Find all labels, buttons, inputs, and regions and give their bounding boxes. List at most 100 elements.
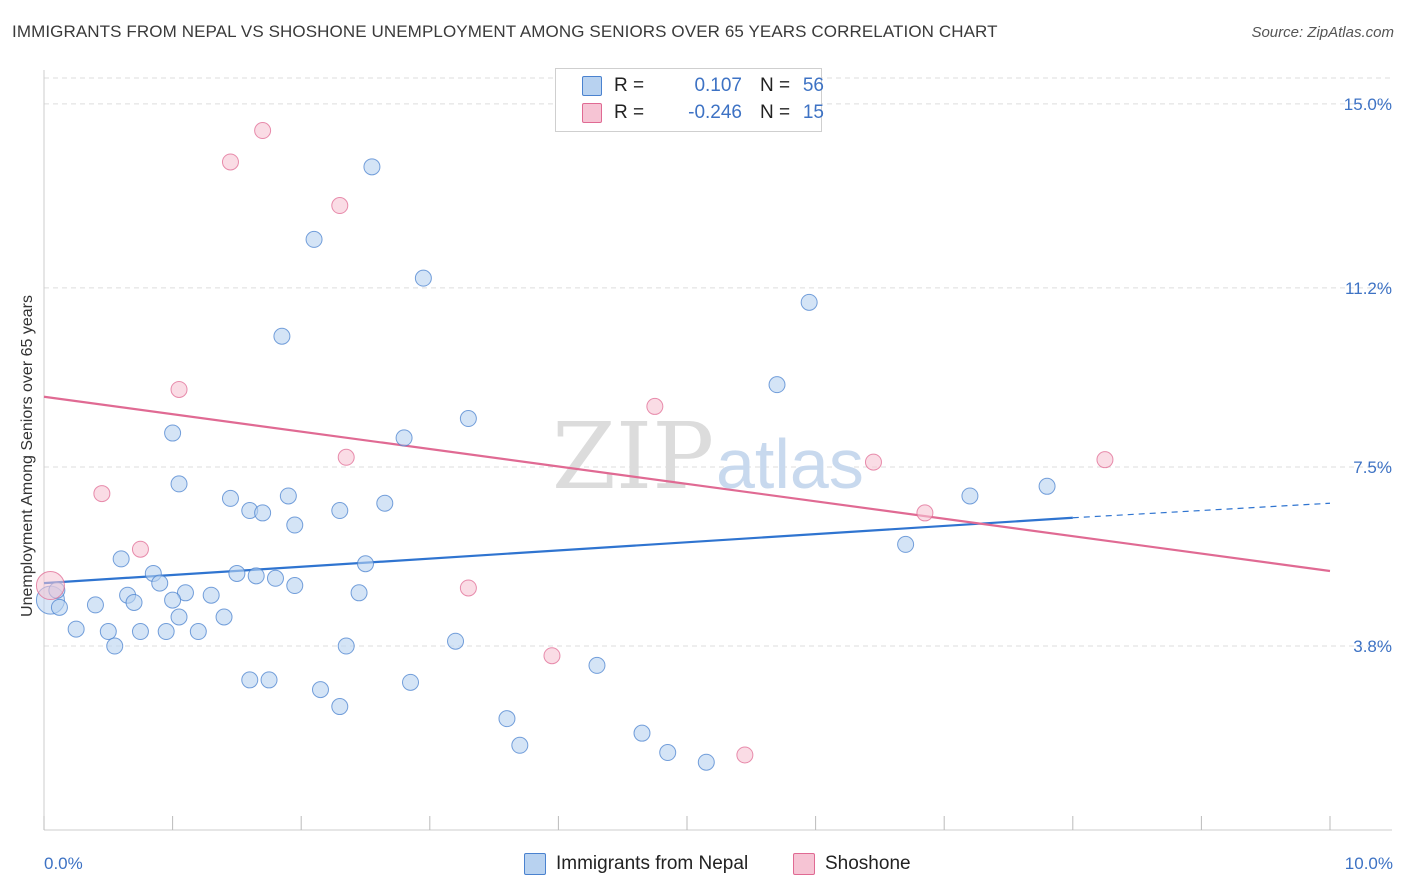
- nepal-point: [215, 608, 233, 626]
- n-value: 15: [802, 102, 824, 123]
- nepal-point: [125, 593, 143, 611]
- nepal-point: [106, 637, 124, 655]
- shoshone-point: [93, 485, 111, 503]
- nepal-point: [305, 230, 323, 248]
- nepal-point: [588, 656, 606, 674]
- shoshone-point: [916, 504, 934, 522]
- axes: [43, 70, 1392, 831]
- shoshone-point: [221, 153, 239, 171]
- shoshone-point: [35, 571, 65, 601]
- nepal-trend-extension: [1072, 502, 1331, 519]
- nepal-point: [1038, 477, 1056, 495]
- nepal-point: [247, 567, 265, 585]
- data-points: [35, 122, 1114, 771]
- y-tick-label: 3.8%: [1353, 637, 1392, 656]
- nepal-point: [50, 598, 68, 616]
- nepal-point: [897, 535, 915, 553]
- nepal-legend-label: Immigrants from Nepal: [556, 853, 749, 874]
- watermark-atlas: atlas: [716, 425, 864, 503]
- nepal-point: [67, 620, 85, 638]
- nepal-point: [961, 487, 979, 505]
- shoshone-point: [736, 746, 754, 764]
- n-value: 56: [802, 75, 824, 96]
- nepal-point: [202, 586, 220, 604]
- nepal-trend-line: [43, 516, 1073, 585]
- shoshone-point: [254, 122, 272, 140]
- nepal-point: [170, 608, 188, 626]
- y-tick-label: 15.0%: [1344, 95, 1392, 114]
- nepal-point: [376, 494, 394, 512]
- nepal-point: [164, 424, 182, 442]
- nepal-swatch: [582, 76, 602, 96]
- nepal-point: [498, 710, 516, 728]
- nepal-point: [241, 671, 259, 689]
- nepal-point: [112, 550, 130, 568]
- shoshone-legend-label: Shoshone: [825, 853, 911, 874]
- nepal-point: [157, 623, 175, 641]
- nepal-point: [331, 698, 349, 716]
- shoshone-point: [543, 647, 561, 665]
- nepal-point: [164, 591, 182, 609]
- stats-legend: R = 0.107 N = 56 R = -0.246 N = 15: [555, 68, 824, 132]
- nepal-point: [131, 623, 149, 641]
- gridlines: [44, 77, 1392, 647]
- x-tick-label-min: 0.0%: [44, 854, 83, 873]
- nepal-point: [395, 429, 413, 447]
- r-value: 0.107: [694, 75, 742, 96]
- nepal-point: [266, 569, 284, 587]
- nepal-point: [357, 555, 374, 573]
- shoshone-point: [131, 540, 149, 558]
- nepal-point: [176, 584, 194, 602]
- nepal-point: [221, 489, 239, 507]
- source-label: Source: ZipAtlas.com: [1251, 24, 1394, 41]
- nepal-point: [260, 671, 278, 689]
- nepal-point: [279, 487, 297, 505]
- r-label: R =: [614, 102, 645, 123]
- nepal-point: [228, 564, 246, 582]
- trend-lines: [43, 395, 1331, 585]
- shoshone-point: [337, 448, 355, 466]
- nepal-point: [151, 574, 169, 592]
- y-tick-label: 7.5%: [1353, 458, 1392, 477]
- nepal-point: [99, 623, 117, 641]
- x-tick-label-max: 10.0%: [1345, 854, 1393, 873]
- watermark-zip: ZIP: [552, 403, 714, 510]
- shoshone-swatch: [582, 103, 602, 123]
- nepal-point: [273, 327, 291, 345]
- nepal-point: [350, 584, 368, 602]
- shoshone-legend-swatch: [793, 853, 815, 875]
- nepal-point: [170, 475, 188, 493]
- nepal-point: [286, 516, 304, 534]
- nepal-point: [402, 673, 420, 691]
- shoshone-point: [864, 453, 882, 471]
- shoshone-trend-line: [43, 395, 1331, 573]
- nepal-point: [311, 681, 329, 699]
- y-tick-label: 11.2%: [1345, 279, 1392, 298]
- nepal-legend-swatch: [524, 853, 546, 875]
- nepal-point: [459, 410, 477, 428]
- nepal-point: [254, 504, 272, 522]
- shoshone-point: [1096, 451, 1114, 469]
- r-label: R =: [614, 75, 645, 96]
- nepal-point: [337, 637, 355, 655]
- nepal-point: [659, 744, 677, 762]
- nepal-point: [331, 502, 349, 520]
- nepal-point: [800, 293, 818, 311]
- shoshone-point: [459, 579, 477, 597]
- nepal-point: [447, 632, 465, 650]
- shoshone-point: [646, 397, 664, 415]
- tick-labels: 3.8% 7.5% 11.2% 15.0% 0.0% 10.0%: [44, 95, 1393, 873]
- nepal-point: [511, 736, 529, 754]
- nepal-point: [414, 269, 432, 287]
- nepal-point: [86, 596, 104, 614]
- r-value: -0.246: [688, 102, 742, 123]
- nepal-point: [697, 753, 715, 771]
- nepal-point: [189, 623, 207, 641]
- shoshone-point: [170, 380, 188, 398]
- nepal-point: [633, 724, 651, 742]
- shoshone-point: [331, 197, 349, 215]
- nepal-point: [363, 158, 381, 176]
- n-label: N =: [760, 102, 791, 123]
- chart-title: IMMIGRANTS FROM NEPAL VS SHOSHONE UNEMPL…: [12, 22, 998, 41]
